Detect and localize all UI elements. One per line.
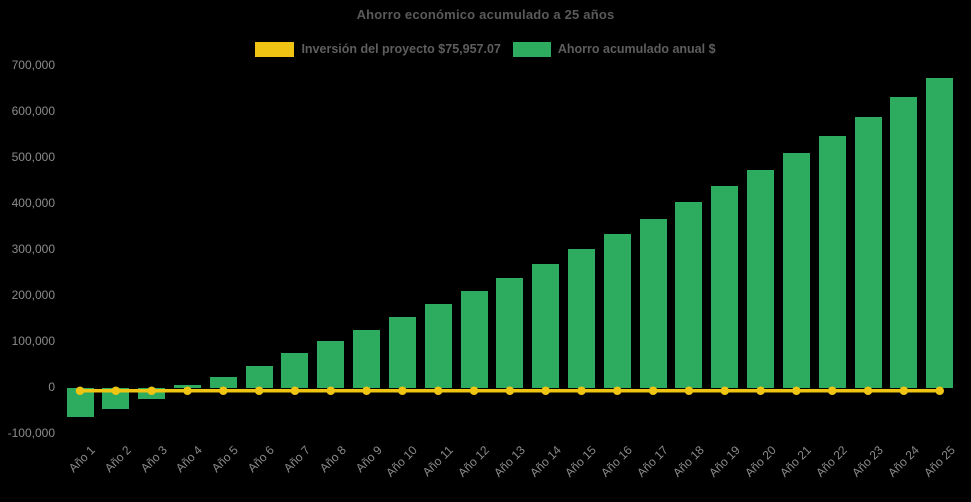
y-axis-label: 500,000 [11,149,55,164]
legend-item-ahorro: Ahorro acumulado anual $ [512,41,716,57]
savings-bar [532,264,560,388]
y-axis-label: -100,000 [7,426,55,441]
y-axis-label: 0 [48,380,55,395]
savings-bar [926,78,954,388]
line-marker [756,386,765,396]
savings-bar [747,170,775,388]
chart-title: Ahorro económico acumulado a 25 años [356,7,615,22]
savings-bar [66,387,94,418]
line-marker [613,386,622,396]
savings-bar [567,248,595,388]
savings-bar [854,116,882,388]
savings-bar [245,365,273,388]
savings-bar [281,353,309,388]
savings-bar [711,186,739,388]
savings-bar [675,202,703,388]
savings-bar [496,277,524,388]
savings-bar [782,153,810,388]
chart-legend: Inversión del proyecto $75,957.07 Ahorro… [0,40,971,58]
line-marker [720,386,730,396]
chart: Ahorro económico acumulado a 25 años Inv… [0,7,971,480]
savings-bar [460,290,488,388]
legend-swatch-inversion [255,41,295,57]
savings-bar [209,376,237,388]
y-axis-label: 600,000 [11,103,55,118]
savings-bar [818,136,846,388]
line-marker [935,386,944,396]
y-axis-label: 300,000 [11,241,55,256]
savings-bar [353,329,381,388]
legend-swatch-ahorro [512,41,551,57]
savings-bar [173,385,201,388]
savings-bar [890,97,918,388]
line-marker [863,386,873,396]
legend-item-inversion: Inversión del proyecto $75,957.07 [255,41,501,57]
y-axis-label: 400,000 [11,195,55,210]
y-axis-label: 700,000 [11,57,55,72]
legend-label-ahorro: Ahorro acumulado anual $ [557,42,716,56]
savings-bar [138,387,166,400]
savings-bar [317,341,345,388]
savings-bar [603,233,631,388]
savings-bar [639,218,667,388]
savings-bar [424,303,452,388]
savings-bar [102,387,130,410]
line-marker [469,386,479,396]
savings-bar [388,316,416,388]
y-axis-label: 100,000 [11,334,55,349]
legend-label-inversion: Inversión del proyecto $75,957.07 [301,42,501,56]
y-axis-label: 200,000 [11,288,55,303]
